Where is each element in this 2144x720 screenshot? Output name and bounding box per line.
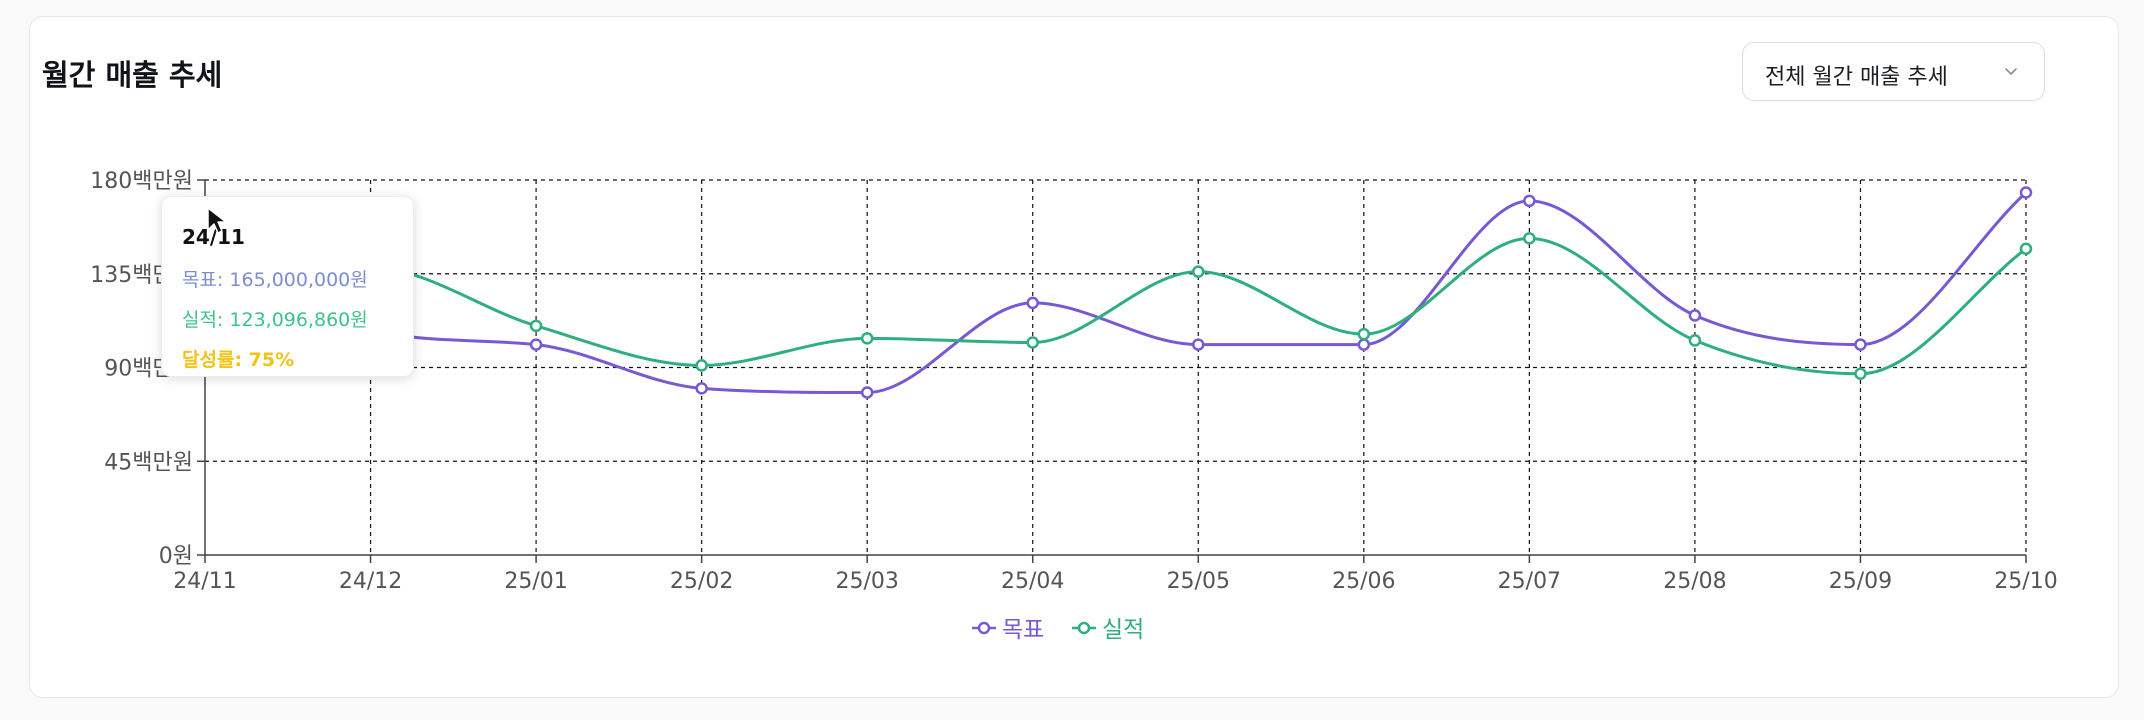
data-point bbox=[1523, 194, 1536, 208]
x-tick-label: 25/10 bbox=[1994, 569, 2057, 594]
data-point bbox=[695, 382, 708, 395]
x-tick-label: 25/09 bbox=[1829, 569, 1892, 594]
data-point bbox=[1192, 265, 1205, 278]
data-point bbox=[1854, 338, 1867, 351]
tooltip-actual: 실적: 123,096,860원 bbox=[182, 309, 368, 331]
x-tick-label: 25/08 bbox=[1663, 569, 1726, 594]
data-point bbox=[1192, 338, 1205, 351]
legend-label: 실적 bbox=[1102, 617, 1144, 643]
data-point bbox=[1854, 367, 1867, 380]
period-select-label: 전체 월간 매출 추세 bbox=[1765, 65, 1948, 90]
x-tick-label: 25/02 bbox=[670, 569, 733, 594]
data-point bbox=[860, 332, 874, 345]
card-title: 월간 매출 추세 bbox=[42, 58, 223, 92]
y-tick-label: 45백만원 bbox=[104, 450, 193, 475]
legend-label: 목표 bbox=[1002, 617, 1044, 643]
data-point bbox=[2019, 242, 2033, 255]
data-point bbox=[1026, 336, 1039, 349]
x-tick-label: 25/05 bbox=[1167, 569, 1230, 594]
data-point bbox=[1523, 232, 1536, 245]
x-tick-label: 25/03 bbox=[835, 569, 898, 594]
x-tick-label: 24/11 bbox=[173, 569, 236, 594]
mouse-pointer-icon bbox=[207, 207, 227, 234]
x-tick-label: 25/04 bbox=[1001, 569, 1064, 594]
x-tick-label: 25/01 bbox=[504, 569, 567, 594]
data-point bbox=[1688, 309, 1702, 322]
data-point bbox=[860, 386, 874, 399]
legend-swatch-marker bbox=[977, 621, 991, 635]
data-point bbox=[1688, 334, 1702, 347]
data-point bbox=[1357, 338, 1371, 351]
data-point bbox=[695, 359, 708, 372]
series-line-goal bbox=[204, 191, 2028, 395]
data-point bbox=[1357, 327, 1371, 341]
chevron-down-icon bbox=[2005, 68, 2017, 75]
data-point bbox=[529, 338, 543, 351]
tooltip-achievement-rate: 달성률: 75% bbox=[182, 349, 295, 371]
x-tick-label: 25/07 bbox=[1498, 569, 1561, 594]
data-point bbox=[529, 319, 543, 333]
x-tick-label: 25/06 bbox=[1332, 569, 1395, 594]
y-tick-label: 0원 bbox=[159, 544, 193, 569]
legend-swatch-marker bbox=[1077, 621, 1091, 635]
y-tick-label: 180백만원 bbox=[90, 169, 193, 194]
tooltip-date: 24/11 bbox=[182, 225, 245, 249]
data-point bbox=[1026, 296, 1039, 310]
tooltip-goal: 목표: 165,000,000원 bbox=[182, 269, 368, 291]
chart-tooltip: 24/11 목표: 165,000,000원 실적: 123,096,860원 … bbox=[161, 196, 414, 377]
x-tick-label: 24/12 bbox=[339, 569, 402, 594]
period-select[interactable]: 전체 월간 매출 추세 bbox=[1742, 42, 2045, 101]
series-line-actual bbox=[204, 236, 2027, 376]
data-point bbox=[2019, 186, 2033, 199]
